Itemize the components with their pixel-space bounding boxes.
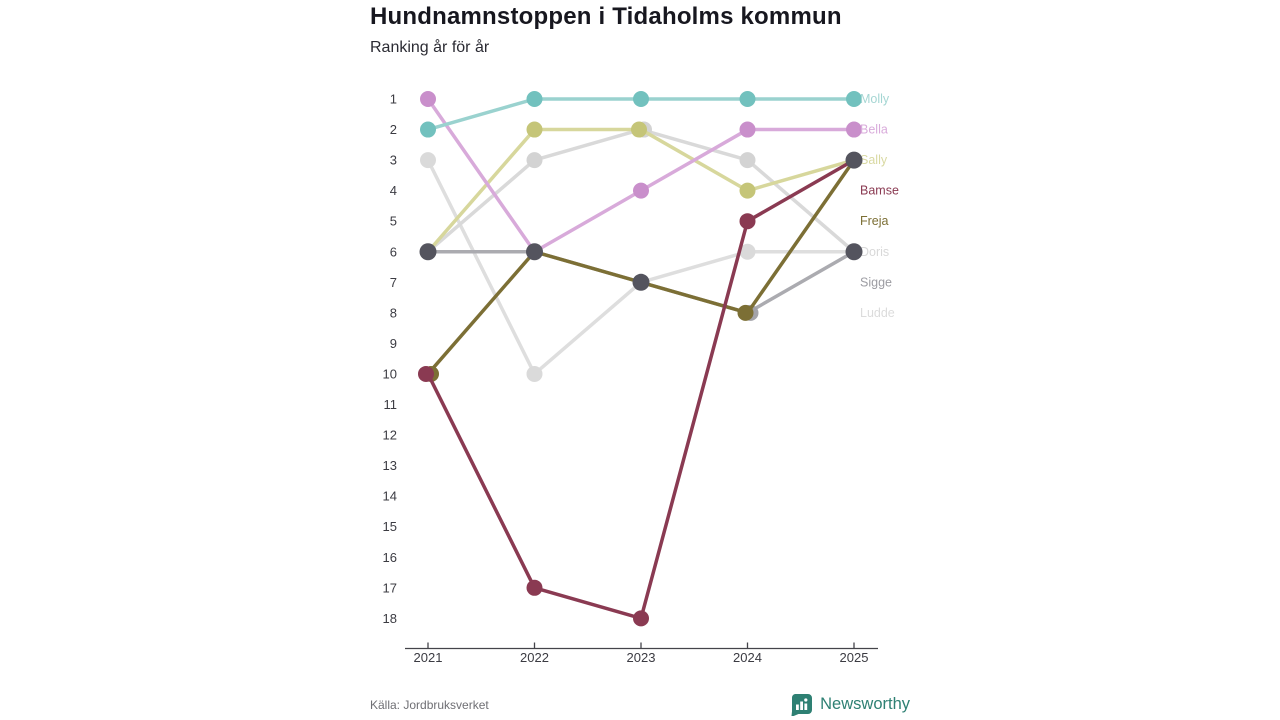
rank-tick-label: 14 (383, 489, 397, 504)
series-label-freja: Freja (860, 214, 889, 228)
rank-tick-label: 17 (383, 580, 397, 595)
data-point-bamse (633, 610, 649, 627)
rank-tick-label: 6 (390, 244, 397, 259)
rank-tick-label: 7 (390, 275, 397, 290)
data-point-ludde (420, 152, 436, 169)
data-point-bella (739, 121, 756, 138)
newsworthy-logo-icon (791, 694, 813, 716)
rank-tick-label: 5 (390, 214, 397, 229)
year-tick-label: 2024 (733, 650, 762, 665)
newsworthy-brand: Newsworthy (790, 693, 910, 716)
chart-subtitle: Ranking år för år (370, 39, 490, 56)
rank-tick-label: 4 (390, 183, 397, 198)
rank-tick-label: 10 (383, 366, 397, 381)
newsworthy-wordmark: Newsworthy (820, 695, 910, 713)
data-point-bella (420, 91, 436, 107)
series-label-molly: Molly (860, 92, 890, 106)
rank-tick-label: 16 (383, 550, 397, 565)
year-tick-label: 2021 (414, 650, 443, 665)
rank-tick-label: 1 (390, 92, 397, 107)
data-point-bamse (526, 579, 543, 596)
data-point-doris (526, 152, 543, 169)
series-label-bamse: Bamse (860, 184, 899, 198)
rank-tick-label: 12 (383, 428, 397, 443)
source-note: Källa: Jordbruksverket (370, 698, 489, 712)
data-point-bella (633, 182, 649, 199)
data-point-bamse (739, 213, 756, 230)
year-tick-label: 2022 (520, 650, 549, 665)
series-label-sally: Sally (860, 153, 888, 167)
rank-tick-label: 11 (384, 397, 398, 412)
chart-title: Hundnamnstoppen i Tidaholms kommun (370, 3, 842, 30)
series-line-bamse (426, 158, 856, 621)
data-point-sally (739, 182, 756, 199)
rank-tick-label: 3 (390, 153, 397, 168)
rank-tick-label: 2 (390, 122, 397, 137)
tie-point (632, 273, 650, 291)
year-tick-label: 2023 (627, 650, 656, 665)
data-point-ludde (526, 365, 543, 382)
series-label-doris: Doris (860, 245, 889, 259)
rank-tick-label: 15 (383, 519, 397, 534)
data-point-molly (739, 91, 756, 107)
data-point-molly (420, 121, 436, 138)
tie-point (845, 151, 863, 169)
data-point-sally (526, 121, 543, 138)
tie-point (419, 243, 437, 261)
rank-tick-label: 18 (383, 611, 397, 626)
tie-point (845, 243, 863, 261)
data-point-molly (633, 91, 649, 107)
data-point-molly (526, 91, 543, 107)
year-tick-label: 2025 (840, 650, 869, 665)
rank-tick-label: 8 (390, 305, 397, 320)
rank-tick-label: 13 (383, 458, 397, 473)
data-point-sally (631, 121, 647, 138)
rank-tick-label: 9 (390, 336, 397, 351)
data-point-ludde (739, 243, 756, 260)
data-point-molly (846, 91, 862, 107)
series-label-bella: Bella (860, 123, 888, 137)
series-label-sigge: Sigge (860, 275, 892, 289)
series-label-ludde: Ludde (860, 306, 895, 320)
data-point-doris (739, 152, 756, 169)
data-point-bella (846, 121, 862, 138)
data-point-bamse (418, 365, 434, 382)
tie-point (526, 243, 543, 261)
data-point-freja (737, 304, 754, 321)
